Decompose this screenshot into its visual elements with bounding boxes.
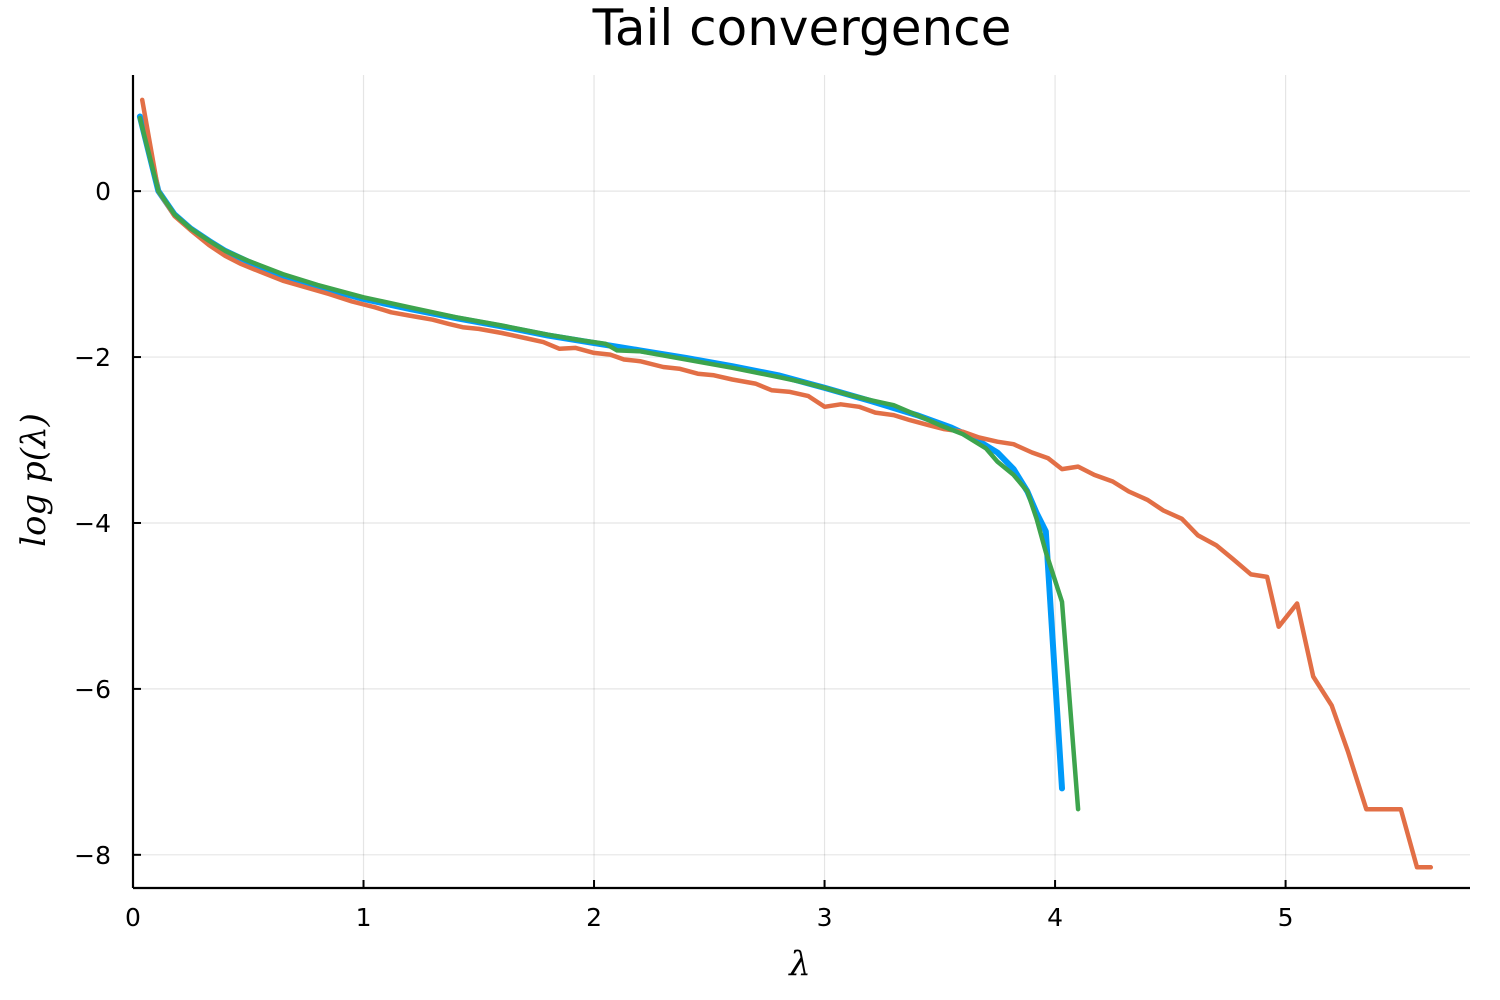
y-tick-label: −4	[74, 509, 111, 538]
series-line-2	[139, 97, 1434, 870]
series-line-3	[137, 115, 1081, 812]
y-tick-label: −2	[74, 343, 111, 372]
x-tick-label: 0	[125, 903, 141, 932]
chart-title: Tail convergence	[592, 0, 1012, 57]
x-tick-label: 2	[586, 903, 602, 932]
x-axis-label: λ	[787, 944, 811, 984]
x-tick-label: 3	[817, 903, 833, 932]
series-line-1	[136, 113, 1065, 792]
x-tick-label: 5	[1278, 903, 1294, 932]
tick-layer: 0 1 2 3 4 5 0 −2 −4 −6 −8	[74, 177, 1293, 932]
y-axis-label: log p(λ)	[14, 413, 54, 547]
axis-layer	[131, 75, 1470, 890]
x-tick-label: 4	[1047, 903, 1063, 932]
y-tick-label: −6	[74, 675, 111, 704]
x-tick-label: 1	[356, 903, 372, 932]
series-layer	[136, 97, 1434, 870]
grid-layer	[133, 75, 1470, 888]
y-tick-label: 0	[95, 177, 111, 206]
y-tick-label: −8	[74, 841, 111, 870]
